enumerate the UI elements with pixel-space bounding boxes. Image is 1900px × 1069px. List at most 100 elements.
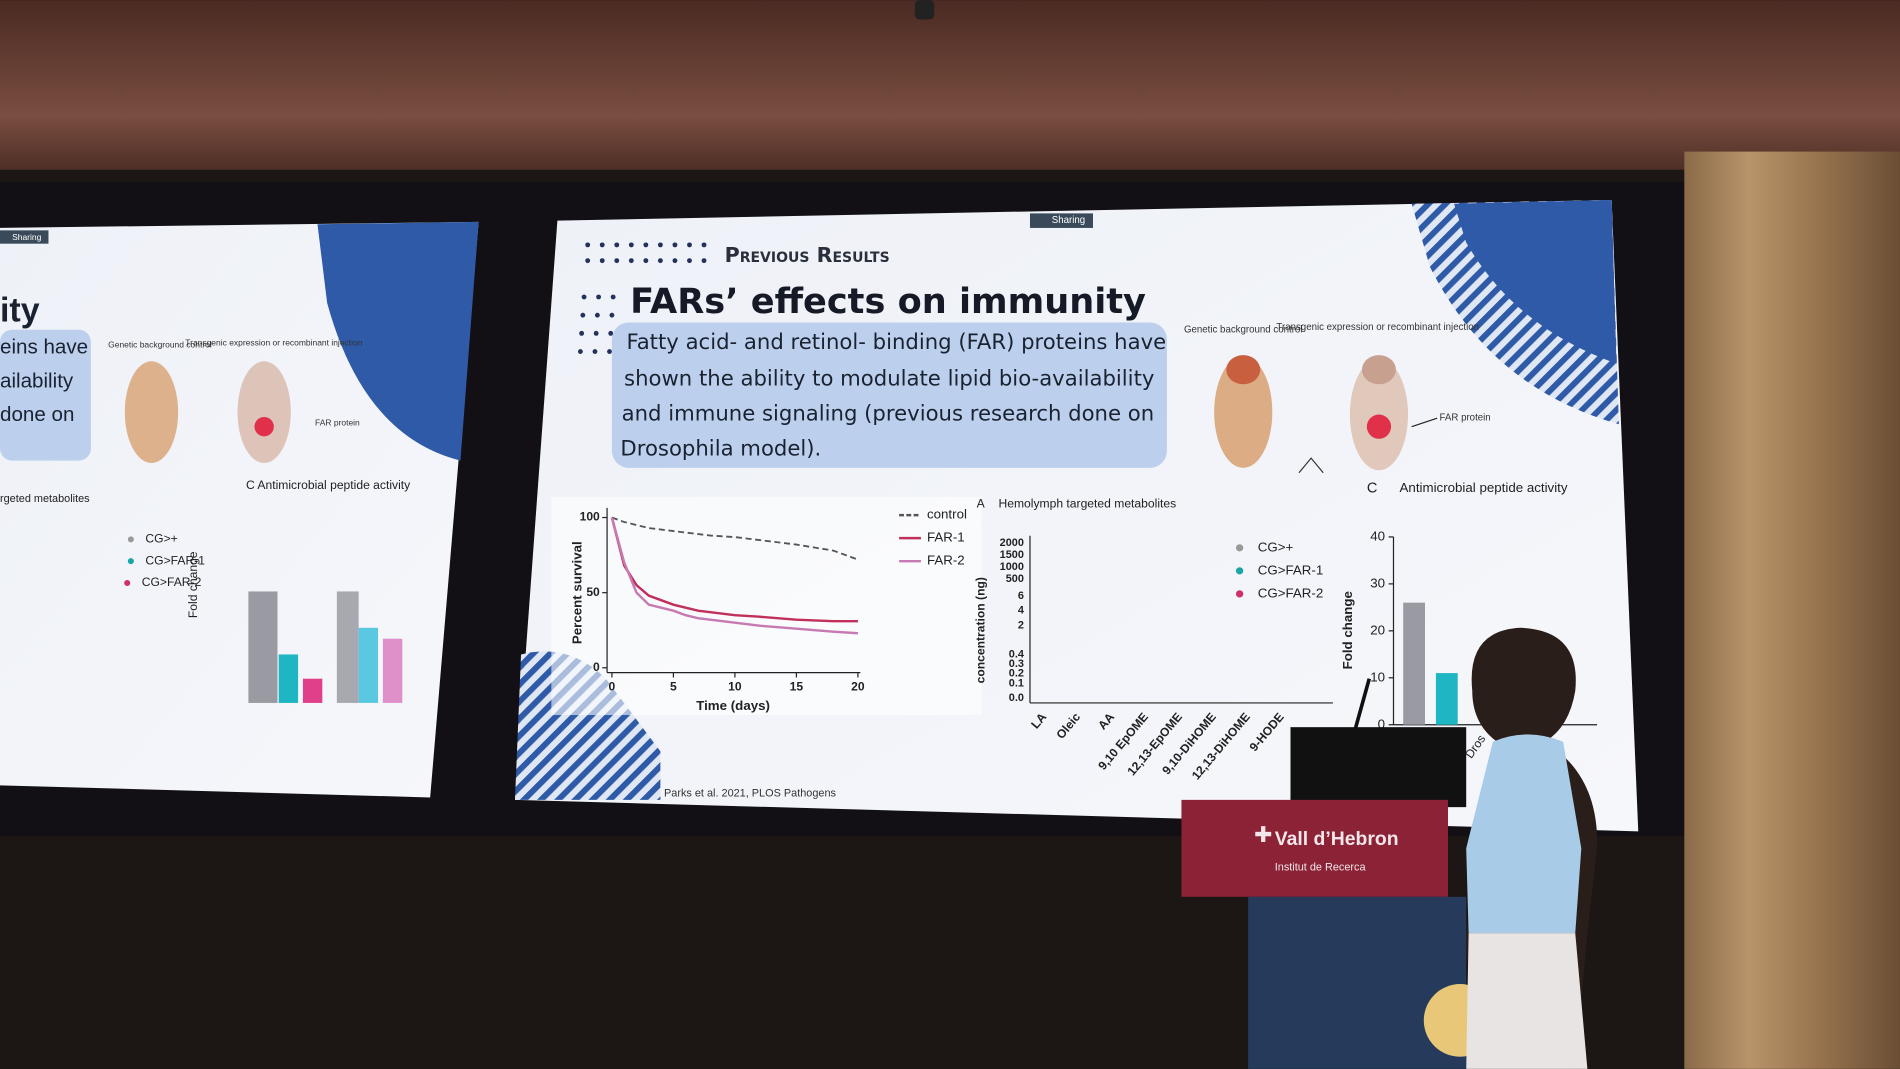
curtain (1684, 151, 1900, 1069)
paragraph-line: Drosophila model). (620, 436, 821, 461)
bar (1435, 673, 1458, 725)
left-bar (278, 654, 299, 703)
y-tick-label: 30 (1370, 575, 1385, 590)
logo-mark: ✚ (1254, 822, 1272, 847)
panel-title: Hemolymph targeted metabolites (998, 496, 1176, 510)
legend-label: FAR-2 (927, 553, 965, 568)
left-legend: CG>+ (145, 532, 177, 546)
y-tick-label: 0.1 (1009, 677, 1024, 689)
left-bar (382, 638, 403, 703)
legend-dot (1235, 544, 1244, 552)
survival-line (611, 516, 859, 561)
y-tick-label: 0.0 (1009, 692, 1024, 704)
left-legend: CG>FAR-1 (145, 553, 205, 567)
left-line: eins have (0, 335, 88, 358)
x-tick-label: 15 (790, 679, 804, 693)
y-axis-label: concentration (ng) (974, 577, 988, 683)
fly-label: FAR protein (1440, 413, 1491, 424)
survival-line (610, 517, 858, 623)
y-tick-label: 0.2 (1009, 668, 1024, 680)
legend-dot (1235, 590, 1244, 598)
legend-label: CG>FAR-2 (1258, 585, 1323, 600)
legend-label: FAR-1 (927, 530, 965, 545)
podium-subtitle: Institut de Recerca (1275, 862, 1367, 874)
y-axis-label: Fold change (1340, 591, 1355, 669)
y-tick-label: 6 (1018, 590, 1024, 602)
fly-head (1361, 355, 1396, 385)
left-bar (248, 591, 278, 703)
left-decoration (317, 221, 479, 461)
survival-chart: 0 5 10 15 20 0 50 100 control FAR-1 FAR-2 (580, 507, 967, 694)
legend-label: CG>FAR-1 (1258, 562, 1323, 577)
x-tick-label: 0 (609, 679, 616, 693)
y-tick-label: 0 (1378, 716, 1385, 731)
left-bar (358, 627, 379, 703)
peptide-chart: 0 10 20 30 40 (1370, 528, 1598, 731)
left-badge (0, 230, 49, 244)
speaker-top (1466, 734, 1582, 934)
caret (1298, 457, 1324, 474)
y-tick-label: 0.4 (1009, 648, 1024, 660)
left-text-box (0, 329, 91, 461)
left-bar (302, 678, 323, 703)
sharing-badge (1029, 213, 1093, 228)
paragraph-line: Fatty acid- and retinol- binding (FAR) p… (626, 329, 1166, 354)
x-tick-label: 10 (728, 679, 742, 693)
fly-label: Genetic background control (1184, 324, 1302, 335)
text-box (611, 322, 1167, 468)
fly-head (1226, 355, 1261, 385)
x-axis-label: Time (days) (696, 698, 770, 713)
chart-bg (551, 496, 982, 716)
far-spot (254, 416, 274, 437)
slide-title: FARs’ effects on immunity (630, 281, 1146, 322)
y-tick-label: 2000 (1000, 537, 1024, 549)
legend-dot (1235, 567, 1244, 575)
left-panel-a: rgeted metabolites (0, 493, 90, 505)
citation: Parks et al. 2021, PLOS Pathogens (664, 788, 836, 800)
left-fly-label: Transgenic expression or recombinant inj… (185, 337, 362, 347)
speaker-trousers (1466, 933, 1588, 1069)
podium-panel (1181, 799, 1449, 897)
slide-decoration (1454, 200, 1617, 364)
ceiling (0, 0, 1900, 195)
laptop (1290, 727, 1467, 808)
left-fly-label: Genetic background control (108, 340, 212, 350)
left-y-label: Fold change (186, 551, 200, 618)
panel-letter: C (1367, 480, 1378, 496)
pointer (1411, 417, 1438, 428)
left-title: ity (0, 292, 40, 330)
y-tick-label: 1500 (1000, 549, 1024, 561)
y-tick-label: 0.3 (1009, 658, 1024, 670)
paragraph-line: shown the ability to modulate lipid bio-… (624, 365, 1154, 390)
fly-label: Transgenic expression or recombinant inj… (1276, 322, 1479, 333)
sharing-badge-text: Sharing (1052, 215, 1085, 226)
bar (1403, 602, 1425, 725)
panel-title: Antimicrobial peptide activity (1400, 480, 1568, 495)
y-tick-label: 2 (1018, 619, 1024, 631)
fly (237, 361, 291, 464)
far-spot (1366, 414, 1392, 439)
y-tick-label: 100 (580, 510, 600, 524)
y-tick-label: 0 (593, 660, 600, 674)
left-line: done on (0, 403, 74, 426)
podium-logo: Vall d’Hebron (1275, 828, 1399, 850)
left-bar (336, 591, 359, 703)
left-line: ailability (0, 369, 74, 392)
x-tick-label: 5 (670, 679, 677, 693)
left-legend-dot (127, 536, 134, 543)
camera (914, 0, 935, 20)
left-badge-text: Sharing (12, 232, 41, 242)
y-axis-label: Percent survival (570, 541, 585, 644)
survival-line (610, 517, 858, 635)
paragraph-line: and immune signaling (previous research … (622, 401, 1155, 426)
microphone (1337, 678, 1372, 789)
left-legend: CG>FAR-2 (142, 575, 202, 589)
y-tick-label: 500 (1006, 573, 1024, 585)
y-tick-label: 10 (1370, 669, 1385, 684)
dot-grid (577, 242, 707, 354)
y-tick-label: 20 (1370, 622, 1385, 637)
left-panel-c: C Antimicrobial peptide activity (246, 478, 411, 492)
left-legend-dot (127, 558, 134, 565)
left-legend-dot (124, 579, 131, 586)
